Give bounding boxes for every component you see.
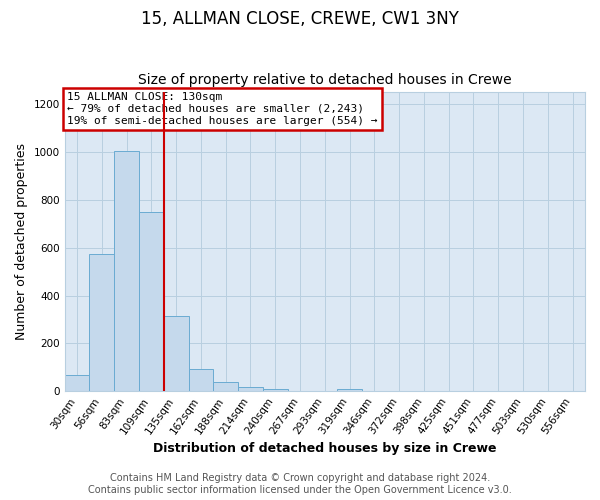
Y-axis label: Number of detached properties: Number of detached properties: [15, 144, 28, 340]
Text: 15, ALLMAN CLOSE, CREWE, CW1 3NY: 15, ALLMAN CLOSE, CREWE, CW1 3NY: [141, 10, 459, 28]
Text: 15 ALLMAN CLOSE: 130sqm
← 79% of detached houses are smaller (2,243)
19% of semi: 15 ALLMAN CLOSE: 130sqm ← 79% of detache…: [67, 92, 378, 126]
X-axis label: Distribution of detached houses by size in Crewe: Distribution of detached houses by size …: [153, 442, 497, 455]
Bar: [238, 386, 263, 392]
Text: Contains HM Land Registry data © Crown copyright and database right 2024.
Contai: Contains HM Land Registry data © Crown c…: [88, 474, 512, 495]
Title: Size of property relative to detached houses in Crewe: Size of property relative to detached ho…: [138, 73, 512, 87]
Bar: [263, 389, 287, 392]
Bar: [114, 151, 139, 392]
Bar: [214, 382, 238, 392]
Bar: [188, 368, 214, 392]
Bar: [164, 316, 188, 392]
Bar: [65, 374, 89, 392]
Bar: [89, 254, 114, 392]
Bar: [337, 389, 362, 392]
Bar: [139, 212, 164, 392]
